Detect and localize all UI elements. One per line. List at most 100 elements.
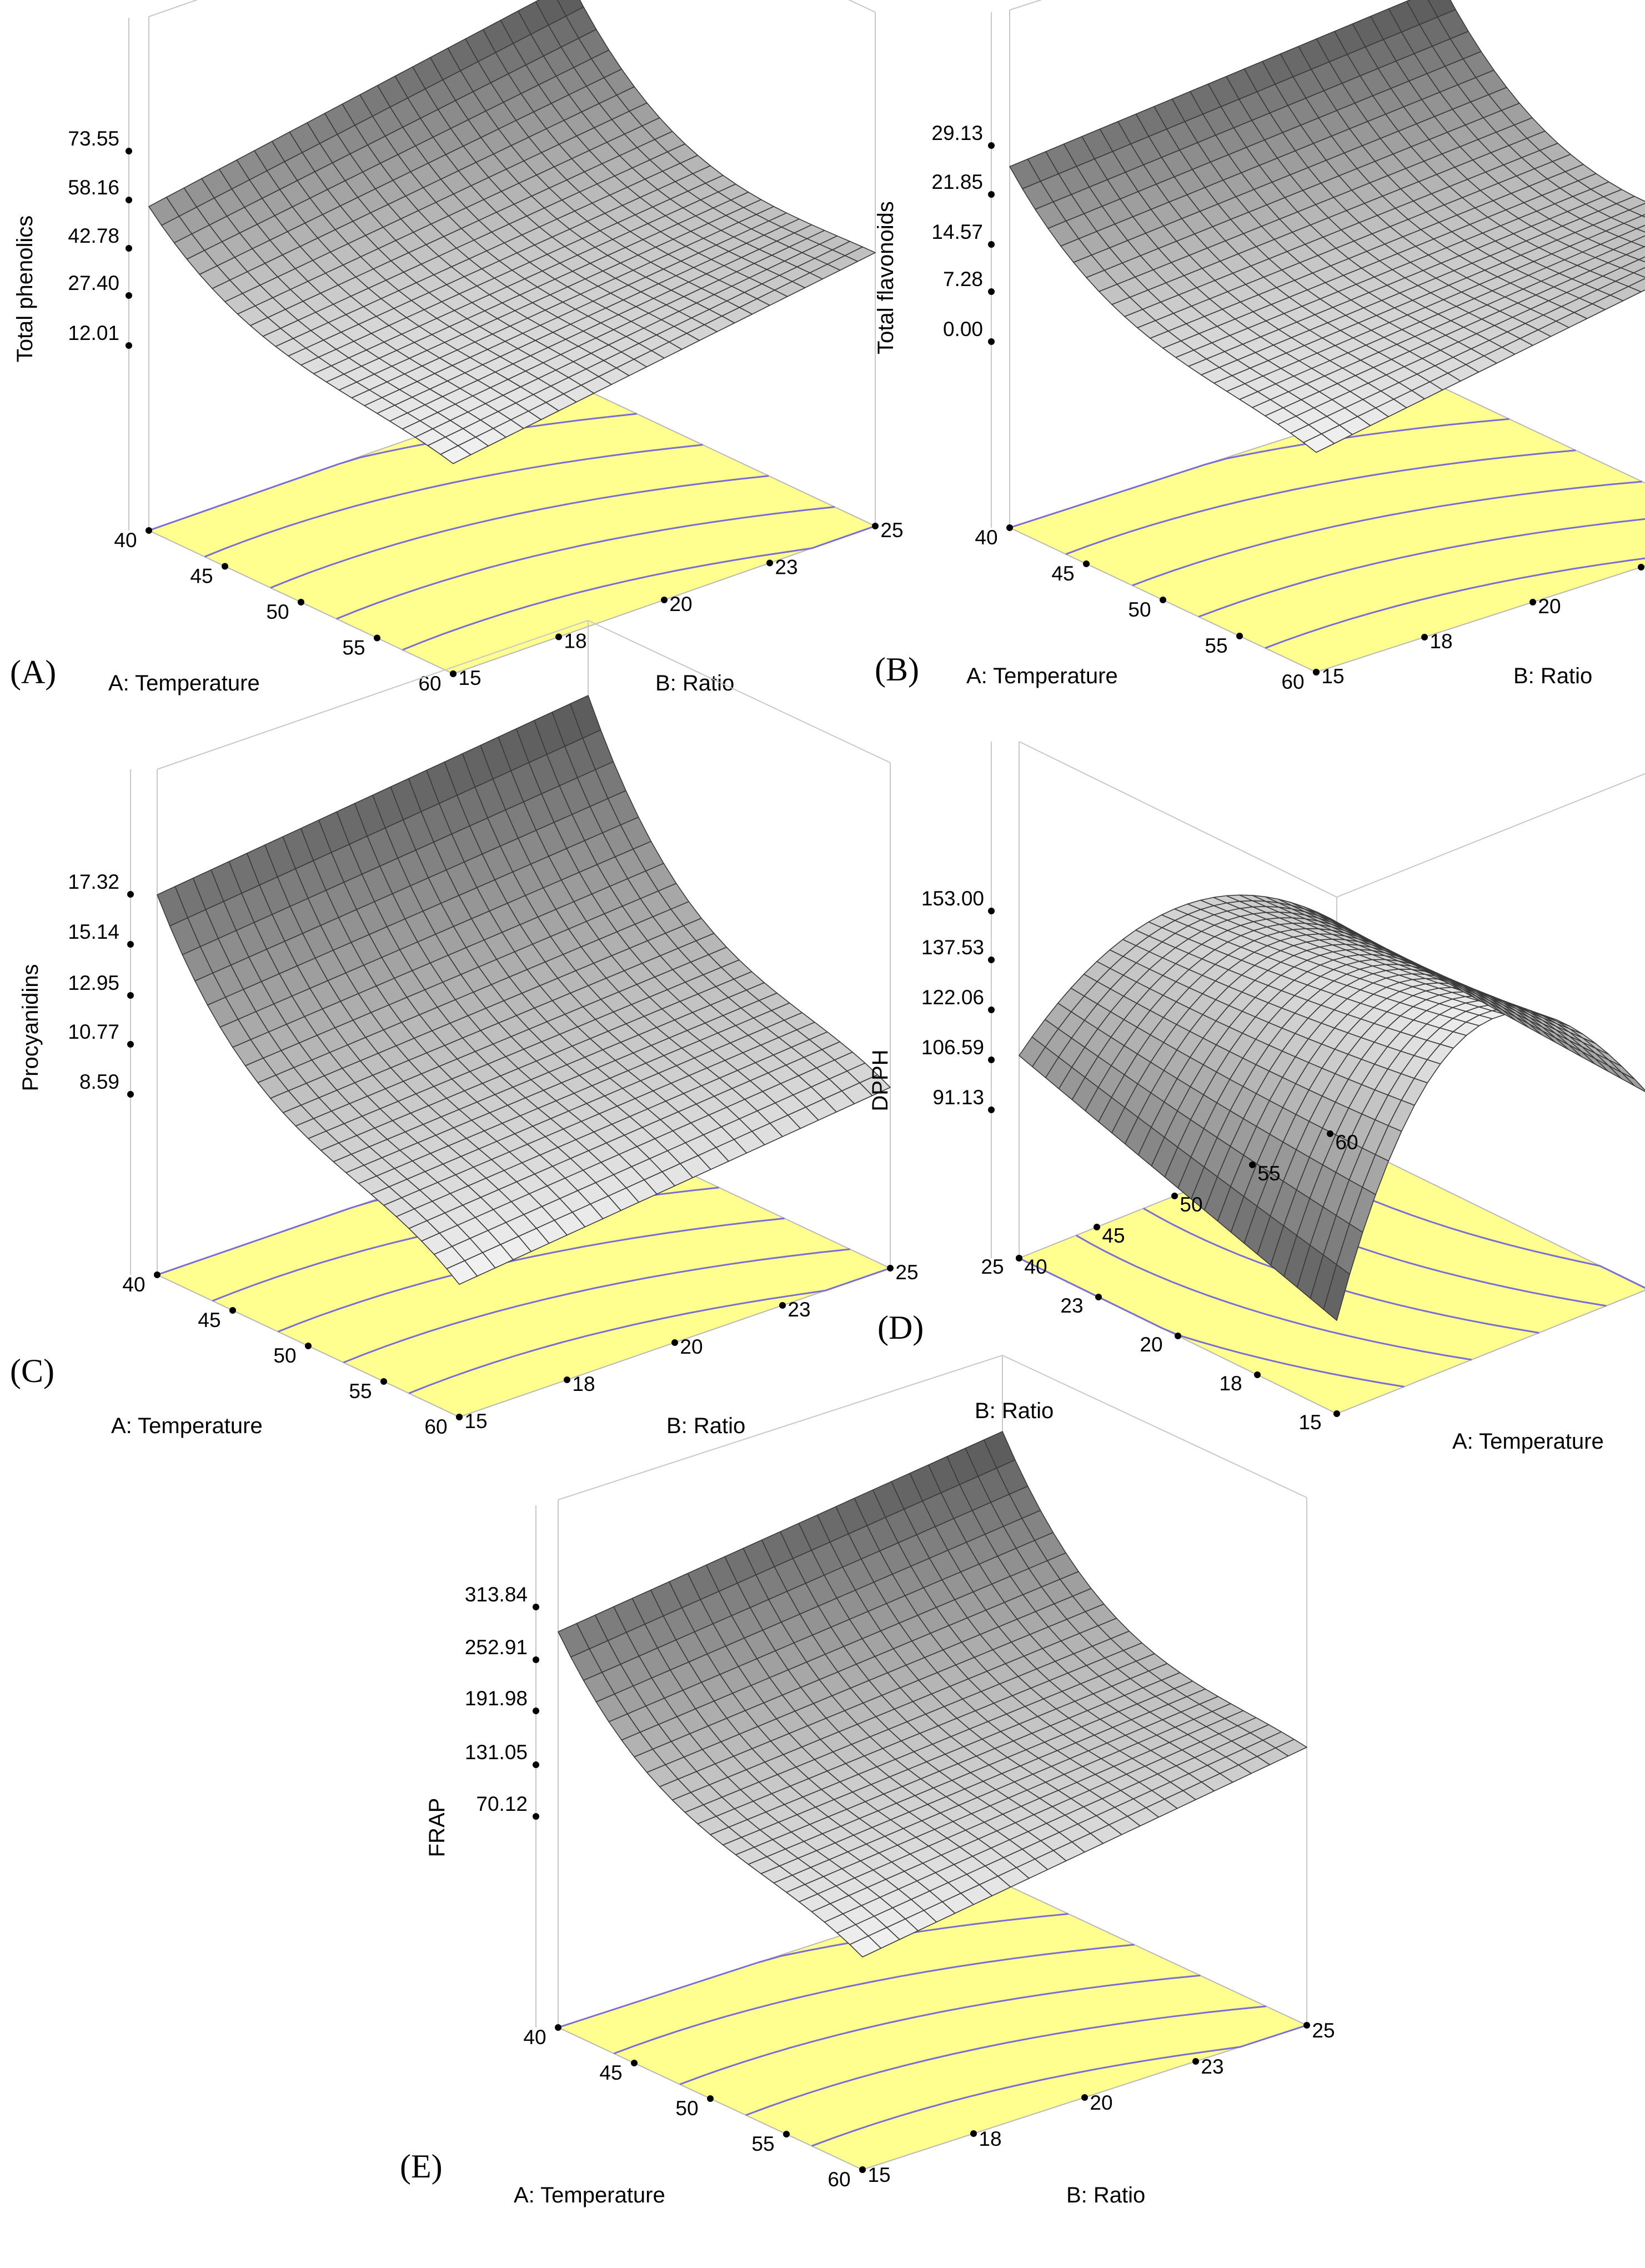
z-tick-label: 12.01	[68, 322, 119, 344]
x-tick-label: 55	[349, 1380, 372, 1403]
z-tick-label: 17.32	[68, 870, 119, 893]
z-tick-label: 91.13	[932, 1086, 984, 1109]
y-tick-label: 23	[775, 556, 798, 579]
z-tick-mark	[533, 1761, 539, 1768]
back-frame-edge	[157, 620, 589, 770]
contour-line	[1265, 557, 1645, 649]
y-tick-label: 23	[788, 1298, 810, 1321]
y-tick-label: 18	[1430, 630, 1452, 653]
y-tick-mark	[1529, 599, 1536, 605]
x-tick-mark	[1094, 1224, 1100, 1230]
x-tick-mark	[222, 563, 228, 570]
floor-plane	[556, 1882, 1308, 2171]
surface-cell	[1638, 256, 1645, 263]
z-tick-mark	[126, 197, 132, 203]
y-tick-mark	[1016, 1255, 1022, 1261]
x-tick-label: 55	[1257, 1162, 1280, 1185]
z-tick-mark	[988, 191, 995, 198]
x-tick-mark	[298, 599, 304, 605]
x-tick-label: 50	[266, 600, 289, 623]
contour-line	[336, 506, 835, 620]
y-tick-label: 25	[895, 1261, 918, 1284]
y-tick-label: 20	[1538, 595, 1561, 618]
floor-contours	[148, 413, 876, 651]
y-axis-title: B: Ratio	[666, 1414, 745, 1438]
y-tick-mark	[450, 670, 457, 677]
z-axis-title: Total phenolics	[13, 216, 37, 363]
x-tick-label: 55	[751, 2132, 774, 2155]
y-tick-mark	[872, 523, 879, 529]
y-tick-mark	[456, 1414, 463, 1420]
z-tick-label: 8.59	[79, 1070, 119, 1093]
x-tick-label: 60	[827, 2168, 850, 2191]
x-axis-title: A: Temperature	[1452, 1429, 1604, 1454]
z-tick-label: 42.78	[68, 224, 119, 247]
surface-cell	[1303, 433, 1335, 453]
x-tick-label: 55	[1205, 634, 1227, 657]
y-tick-mark	[1303, 2022, 1310, 2029]
x-axis-title: A: Temperature	[966, 664, 1118, 688]
z-tick-label: 58.16	[68, 176, 119, 199]
y-tick-label: 18	[1219, 1372, 1242, 1395]
x-tick-label: 40	[1024, 1255, 1047, 1278]
z-tick-label: 7.28	[943, 268, 983, 291]
y-tick-label: 23	[1201, 2055, 1223, 2078]
panel-label: (C)	[10, 1353, 54, 1389]
y-tick-mark	[1081, 2094, 1088, 2101]
x-tick-label: 45	[190, 565, 213, 588]
x-tick-label: 50	[675, 2097, 698, 2120]
z-tick-mark	[533, 1708, 539, 1714]
x-tick-label: 45	[599, 2061, 622, 2084]
contour-line	[1009, 418, 1509, 529]
z-tick-label: 191.98	[465, 1687, 528, 1710]
panel-b: 0.00 7.28 14.57 21.85 29.13 Total flavonoids 4…	[874, 0, 1645, 693]
z-tick-mark	[127, 992, 134, 999]
y-axis-title: B: Ratio	[1513, 664, 1592, 688]
y-tick-mark	[661, 597, 668, 603]
panel-label: (E)	[400, 2148, 443, 2185]
z-tick-mark	[127, 891, 134, 898]
panel-d: 91.13 106.59 122.06 137.53 153.00 DPPH 40 45 50 5…	[868, 741, 1645, 1454]
y-tick-label: 25	[1312, 2019, 1335, 2042]
y-tick-mark	[1192, 2058, 1199, 2065]
panel-e: 70.12 131.05 191.98 252.91 313.84 FRAP 40 45 50 5…	[400, 1355, 1335, 2207]
contour-line	[270, 475, 769, 589]
y-tick-label: 18	[564, 630, 586, 653]
z-tick-mark	[988, 142, 995, 149]
y-tick-label: 23	[1060, 1294, 1083, 1317]
x-tick-mark	[631, 2060, 638, 2066]
x-tick-mark	[1006, 524, 1013, 531]
z-tick-mark	[988, 1057, 995, 1063]
x-tick-label: 55	[342, 637, 365, 659]
back-frame-edge	[148, 0, 198, 17]
back-frame-edge	[588, 620, 891, 763]
z-tick-mark	[127, 1091, 134, 1098]
y-tick-mark	[1313, 669, 1320, 675]
z-tick-label: 313.84	[465, 1583, 528, 1606]
z-tick-mark	[988, 908, 995, 914]
x-tick-mark	[783, 2131, 790, 2137]
panel-label: (A)	[10, 654, 56, 690]
z-axis-title: DPPH	[868, 1049, 892, 1111]
y-tick-label: 15	[1321, 665, 1344, 688]
contour-line	[745, 2005, 1267, 2116]
x-tick-mark	[374, 634, 380, 642]
contour-line	[204, 444, 703, 558]
z-tick-label: 10.77	[68, 1020, 119, 1043]
floor-contours	[558, 1913, 1307, 2147]
y-tick-label: 20	[1090, 2091, 1112, 2114]
y-tick-mark	[671, 1339, 678, 1346]
z-tick-mark	[126, 245, 132, 252]
y-tick-mark	[1095, 1294, 1102, 1300]
x-tick-mark	[707, 2095, 714, 2102]
contour-line	[148, 413, 637, 532]
contour-line	[408, 1267, 891, 1394]
y-tick-label: 15	[867, 2164, 890, 2186]
z-tick-label: 73.55	[68, 127, 119, 150]
x-tick-label: 60	[424, 1415, 447, 1438]
back-frame-edge	[1336, 773, 1645, 898]
z-tick-label: 106.59	[921, 1036, 984, 1059]
y-tick-mark	[859, 2166, 866, 2173]
x-tick-label: 45	[1051, 562, 1074, 585]
y-tick-mark	[970, 2130, 977, 2137]
